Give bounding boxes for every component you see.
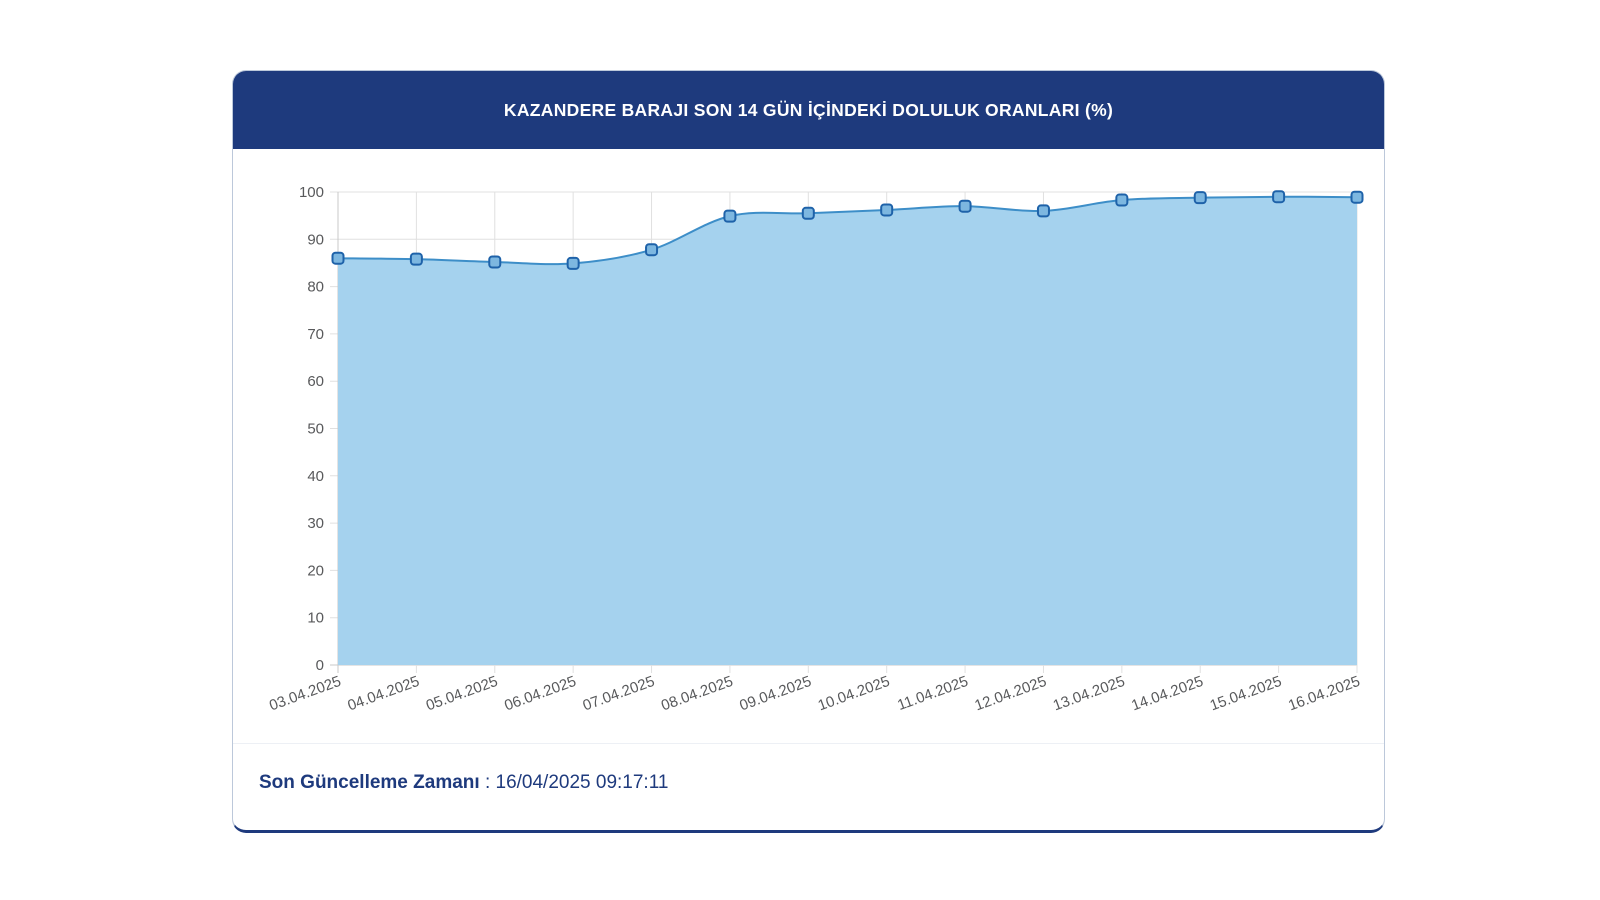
data-point-marker [1350, 190, 1364, 204]
x-axis-labels: 03.04.2025 04.04.2025 05.04.2025 06.04.2025… [267, 673, 1362, 715]
area-series [338, 196, 1357, 665]
data-points [331, 190, 1364, 270]
x-tick-label: 06.04.2025 [502, 673, 578, 715]
y-tick-label: 70 [307, 326, 324, 343]
data-point-marker [331, 251, 345, 265]
y-tick-label: 50 [307, 421, 324, 438]
x-tick-label: 15.04.2025 [1208, 673, 1284, 715]
data-point-marker [723, 209, 737, 223]
y-tick-label: 80 [307, 279, 324, 296]
y-tick-label: 20 [307, 562, 324, 579]
y-tick-label: 10 [307, 610, 324, 627]
fill-rate-chart: 0 10 20 30 40 50 60 70 80 90 100 03.04.2025 04.04.20… [233, 149, 1384, 743]
line-series [337, 195, 1358, 266]
chart-title: KAZANDERE BARAJI SON 14 GÜN İÇİNDEKİ DOL… [503, 99, 1114, 120]
data-point-marker [958, 199, 972, 213]
data-point-marker [645, 243, 659, 257]
dam-fill-card: KAZANDERE BARAJI SON 14 GÜN İÇİNDEKİ DOL… [232, 70, 1385, 833]
y-tick-label: 90 [307, 231, 324, 248]
y-tick-label: 60 [307, 373, 324, 390]
x-tick-label: 08.04.2025 [659, 673, 735, 715]
data-point-marker [1036, 204, 1050, 218]
last-update-separator: : [479, 772, 496, 793]
x-tick-label: 04.04.2025 [345, 673, 421, 715]
data-point-marker [1115, 193, 1129, 207]
data-point-marker [409, 252, 423, 266]
y-tick-label: 0 [316, 657, 324, 674]
data-point-marker [488, 255, 502, 269]
last-update-label: Son Güncelleme Zamanı [259, 772, 480, 793]
y-tick-label: 40 [307, 468, 324, 485]
x-tick-label: 09.04.2025 [737, 673, 813, 715]
card-header: KAZANDERE BARAJI SON 14 GÜN İÇİNDEKİ DOL… [233, 71, 1384, 149]
data-point-marker [566, 256, 580, 270]
y-axis-labels: 0 10 20 30 40 50 60 70 80 90 100 [299, 184, 324, 674]
chart-canvas: 0 10 20 30 40 50 60 70 80 90 100 03.04.2025 04.04.20… [267, 184, 1364, 715]
x-tick-label: 12.04.2025 [972, 673, 1048, 715]
last-update-value: 16/04/2025 09:17:11 [495, 772, 669, 793]
data-point-marker [1193, 191, 1207, 205]
x-tick-label: 11.04.2025 [895, 673, 970, 714]
data-point-marker [880, 203, 894, 217]
x-tick-label: 14.04.2025 [1129, 673, 1205, 715]
x-tick-label: 07.04.2025 [581, 673, 657, 715]
data-point-marker [801, 206, 815, 220]
x-tick-label: 16.04.2025 [1286, 673, 1362, 715]
y-tick-label: 100 [299, 184, 324, 201]
x-tick-label: 13.04.2025 [1051, 673, 1127, 715]
data-point-marker [1272, 190, 1286, 204]
y-tick-label: 30 [307, 515, 324, 532]
x-tick-label: 05.04.2025 [424, 673, 500, 715]
x-tick-label: 10.04.2025 [816, 673, 892, 715]
card-footer: Son Güncelleme Zamanı : 16/04/2025 09:17… [233, 743, 1384, 830]
x-tick-label: 03.04.2025 [267, 673, 343, 715]
